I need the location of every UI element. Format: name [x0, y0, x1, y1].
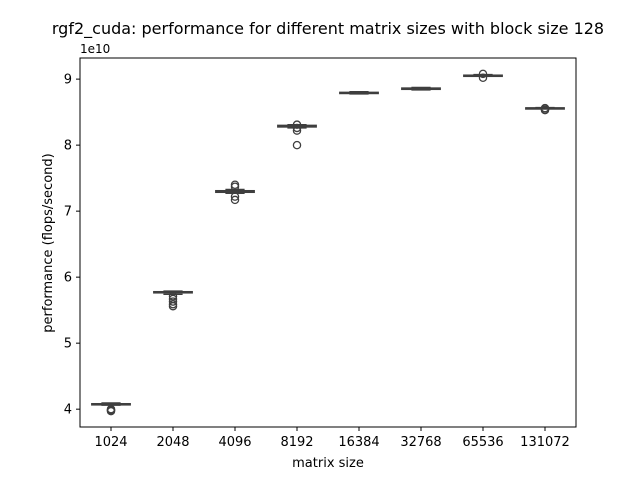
outlier-point: [168, 297, 178, 306]
outlier-point: [168, 292, 178, 301]
y-tick-label: 5: [64, 337, 72, 352]
y-tick-label: 9: [64, 73, 72, 88]
y-axis-offset-label: 1e10: [80, 42, 110, 56]
outlier-point: [292, 140, 302, 150]
axes-frame: [79, 57, 577, 428]
x-tick-label: 131072: [520, 435, 570, 450]
x-tick-label: 2048: [156, 435, 189, 450]
plot-area: 4 5 6 7 8 9 1024 2048 4096 8192 16384 32768 65536 131…: [64, 57, 577, 450]
outlier-point: [292, 123, 302, 133]
x-tick-label: 8192: [280, 435, 313, 450]
x-axis-label: matrix size: [292, 456, 364, 471]
outlier-point: [168, 299, 178, 309]
x-tick-label: 1024: [94, 435, 127, 450]
outlier-point: [292, 120, 302, 129]
y-tick-label: 7: [64, 205, 72, 220]
y-axis-label: performance (flops/second): [41, 153, 56, 332]
chart-title: rgf2_cuda: performance for different mat…: [52, 19, 604, 39]
outlier-point: [106, 404, 116, 414]
outlier-point: [292, 126, 302, 135]
outlier-point: [230, 195, 240, 205]
x-tick-label: 32768: [400, 435, 441, 450]
y-tick-label: 4: [64, 403, 72, 418]
outlier-point: [478, 73, 488, 83]
x-tick-label: 16384: [338, 435, 379, 450]
outlier-point: [168, 294, 178, 304]
outlier-point: [230, 180, 240, 189]
outlier-point: [540, 103, 550, 113]
x-tick-label: 4096: [218, 435, 251, 450]
y-tick-label: 8: [64, 139, 72, 154]
x-tick-label: 65536: [462, 435, 503, 450]
outlier-point: [478, 69, 488, 79]
outlier-point: [230, 192, 240, 201]
y-tick-label: 6: [64, 271, 72, 286]
